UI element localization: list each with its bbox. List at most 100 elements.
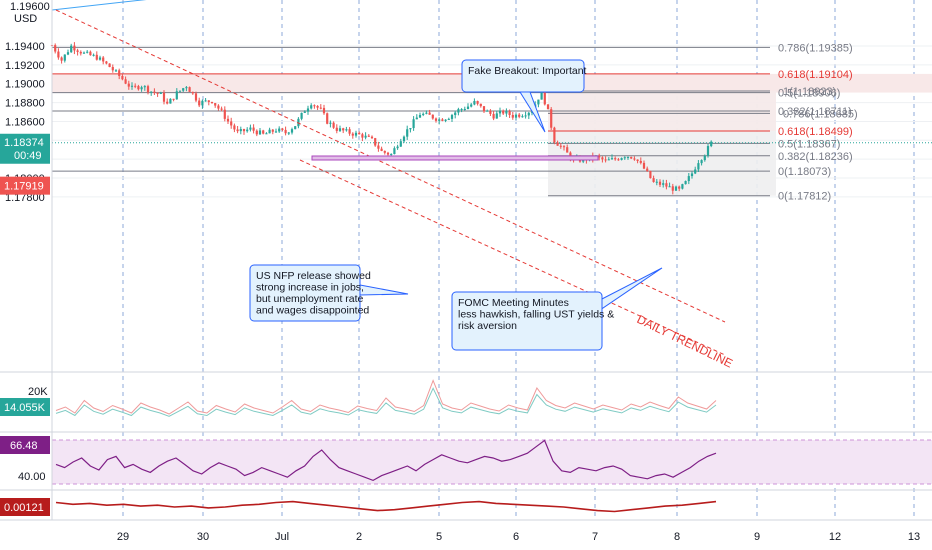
candle-body [214,103,217,106]
candle-body [92,54,95,56]
candle-body [108,63,111,68]
candle-body [431,114,434,119]
chart-annotations[interactable]: DAILY TRENDLINE Fake Breakout: Important U… [51,0,735,371]
candle-body [374,138,377,146]
candle-body [444,119,447,121]
candle-body [338,128,342,131]
candle-body [610,158,614,160]
fib2-label: 0.618(1.18499) [778,126,853,138]
candle-body [220,108,223,110]
candle-body [66,52,70,55]
candle-body [140,87,143,90]
callout-text: less hawkish, falling UST yields & [458,309,614,321]
candle-body [201,100,204,106]
candle-body [687,176,690,182]
candle-body [412,119,415,129]
pane-series-line [55,379,717,415]
candle-body [489,110,492,114]
candle-body [105,61,108,64]
candle-body [393,148,396,155]
x-tick-label: 8 [674,531,680,543]
callout-box [461,59,585,93]
candle-body [242,129,246,132]
callout-text: and wages disappointed [256,305,369,317]
candle-body [367,135,370,137]
candle-body [396,146,399,149]
candle-body [566,147,569,153]
candle-body [313,105,316,107]
x-tick-label: 13 [908,531,920,543]
sell-price-tag [0,176,50,195]
candle-body [415,117,418,120]
rsi-band [52,440,932,484]
pane-series-line [55,439,717,482]
candle-body [607,159,610,161]
candle-body [668,186,671,188]
candle-body [124,79,127,84]
candle-body [406,129,409,137]
rsi-value: 66.48 [10,440,38,452]
candle-body [284,129,287,134]
candle-body [351,133,354,136]
candle-body [156,92,159,94]
candle-body [441,119,444,121]
candle-body [166,101,169,104]
rsi-value-tag [0,436,50,454]
candle-body [268,129,271,134]
candle-body [194,93,198,101]
candle-body [258,130,262,135]
callout-pointer [359,284,409,296]
candle-body [399,141,402,147]
candle-body [505,110,508,114]
candle-body [130,85,134,87]
candle-body [502,110,505,114]
candle-body [364,135,367,138]
y-axis-top-label: 1.19600 [10,1,50,13]
x-tick-label: 5 [436,531,442,543]
sell-price-value: 1.17919 [4,181,44,193]
candle-body [553,127,556,143]
candle-body [159,92,162,94]
candle-body [498,110,502,114]
candle-body [476,100,479,104]
callout[interactable]: Fake Breakout: Important [461,59,587,133]
candle-body [86,51,89,53]
fib-label: 0(1.18073) [778,166,831,178]
indicator-panes[interactable]: 20K 14.055K 66.48 40.00 0.00121 [0,379,932,517]
candle-body [252,127,255,131]
callout-text: FOMC Meeting Minutes [458,297,569,309]
y-tick-label: 1.19000 [5,79,45,91]
candle-body [329,122,332,124]
candle-body [60,57,63,61]
x-tick-label: 29 [117,531,129,543]
candle-body [390,154,393,156]
candle-body [380,148,383,151]
candle-body [447,118,450,120]
candle-body [182,88,185,91]
symbol-label: USD [14,13,37,25]
candle-body [162,92,166,102]
x-tick-label: 12 [829,531,841,543]
candle-body [386,152,390,155]
candle-body [703,155,706,161]
candle-body [639,160,642,163]
x-tick-label: 2 [356,531,362,543]
candle-body [623,157,626,159]
rsi-tick: 40.00 [18,471,46,483]
candle-body [697,163,700,170]
candle-body [463,108,466,110]
candle-body [402,136,406,142]
candle-body [626,156,630,158]
candle-body [223,109,226,119]
candle-body [649,170,652,179]
candle-body [326,113,329,124]
candle-body [518,114,521,117]
candle-body [662,183,665,185]
candle-body [562,146,566,148]
candle-body [102,57,105,62]
candle-body [681,184,684,189]
candle-body [665,183,668,187]
